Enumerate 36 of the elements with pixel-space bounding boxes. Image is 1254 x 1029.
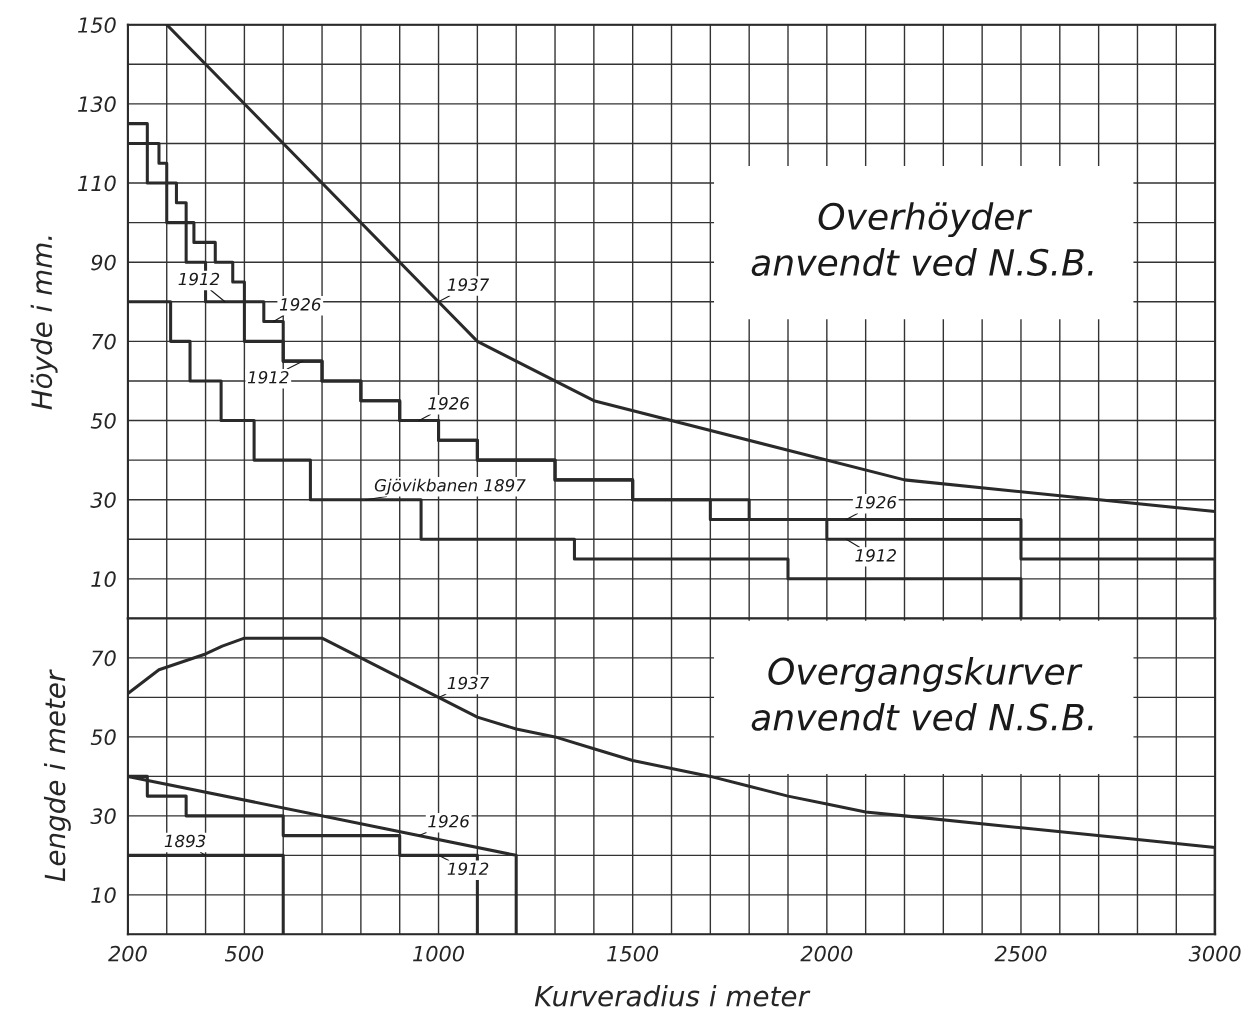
y-tick-label: 150 — [78, 17, 116, 33]
y-axis-title: Höyde i mm. — [30, 236, 58, 410]
series-label: 1926 — [279, 298, 321, 311]
series-label: 1937 — [447, 676, 490, 690]
y-tick-label: 70 — [92, 650, 116, 667]
text: Overhöyder anvendt ved N.S.B. — [751, 202, 1093, 277]
series-label: 1893 — [164, 834, 206, 848]
x-tick-label: 3000 — [1188, 945, 1241, 962]
y-tick-label: 50 — [90, 412, 116, 429]
y-tick-label: 110 — [78, 175, 116, 192]
text: Overgangskurver anvendt ved N.S.B. — [751, 656, 1093, 731]
annotation: 1926 — [428, 397, 470, 410]
series-label: Gjövikbanen 1897 — [374, 478, 526, 495]
legend-label: 1912 — [247, 371, 289, 384]
annotation: 1912 — [178, 272, 220, 286]
legend-label: 1912 — [447, 862, 489, 876]
y-tick-label: 130 — [78, 96, 116, 113]
y-tick-label: 70 — [92, 333, 116, 350]
x-tick-label: 1000 — [413, 945, 464, 962]
y-tick-label: 10 — [91, 887, 116, 904]
x-tick-label: 500 — [224, 945, 264, 962]
x-tick-label: 1500 — [607, 945, 659, 962]
x-tick-label: 2000 — [800, 945, 853, 962]
series-label: 1937 — [447, 278, 490, 291]
annotation: 1912 — [855, 549, 896, 562]
y-tick-label: 30 — [90, 808, 116, 825]
x-axis-title: Kurveradius i meter — [534, 985, 811, 1007]
y-tick-label: 90 — [91, 254, 116, 271]
annotation: 1926 — [855, 495, 897, 509]
y-tick-label: 10 — [91, 571, 116, 588]
series-label: 1926 — [428, 814, 470, 828]
x-tick-label: 2500 — [994, 945, 1047, 962]
y-axis-title: Lengde i meter — [43, 669, 71, 882]
x-tick-label: 200 — [108, 945, 147, 962]
y-tick-label: 50 — [90, 729, 116, 746]
y-tick-label: 30 — [90, 492, 116, 508]
